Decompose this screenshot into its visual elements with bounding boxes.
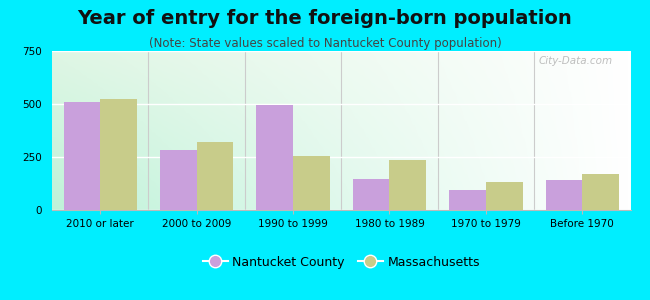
Bar — [486, 182, 523, 210]
Bar — [100, 99, 137, 210]
Bar — [545, 180, 582, 210]
Text: City-Data.com: City-Data.com — [539, 56, 613, 66]
Bar — [64, 102, 100, 210]
Bar — [196, 142, 233, 210]
Bar — [449, 190, 486, 210]
Bar — [160, 150, 196, 210]
Legend: Nantucket County, Massachusetts: Nantucket County, Massachusetts — [198, 251, 485, 274]
Bar — [389, 160, 426, 210]
Text: (Note: State values scaled to Nantucket County population): (Note: State values scaled to Nantucket … — [149, 38, 501, 50]
Text: Year of entry for the foreign-born population: Year of entry for the foreign-born popul… — [77, 9, 573, 28]
Bar — [293, 156, 330, 210]
Bar — [256, 105, 293, 210]
Bar — [582, 174, 619, 210]
Bar — [353, 179, 389, 210]
